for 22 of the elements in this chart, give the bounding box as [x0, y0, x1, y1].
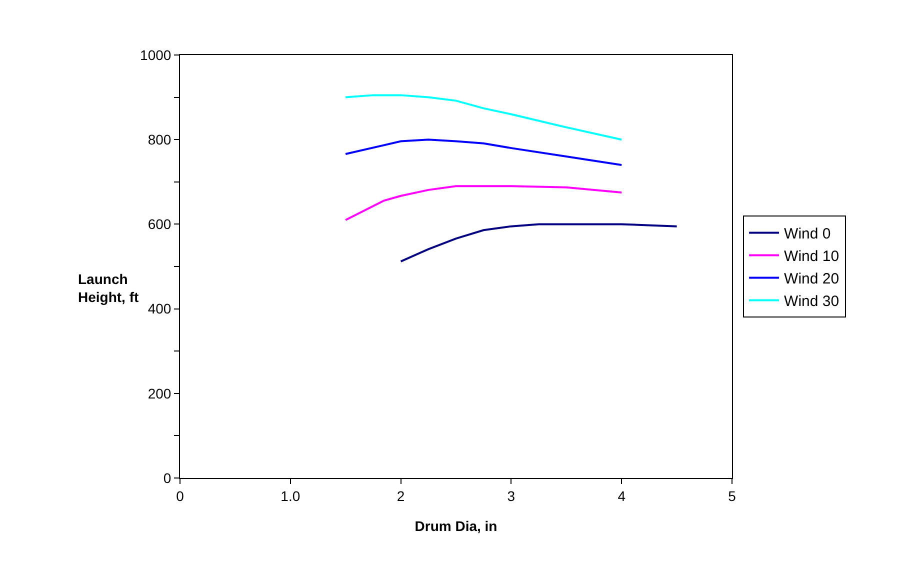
legend-label: Wind 20 — [784, 270, 840, 288]
line-series — [344, 185, 623, 221]
line-series — [344, 138, 623, 166]
legend-label: Wind 0 — [784, 226, 831, 243]
x-tick-label: 1.0 — [280, 488, 300, 504]
legend-label: Wind 10 — [784, 248, 840, 266]
x-tick-label: 3 — [507, 488, 516, 504]
x-axis-title: Drum Dia, in — [414, 518, 498, 534]
line-series — [400, 223, 678, 262]
y-tick-label: 600 — [148, 216, 172, 232]
x-tick-label: 5 — [728, 488, 736, 504]
y-tick-label: 0 — [163, 470, 172, 486]
y-tick-label: 200 — [148, 385, 172, 402]
y-tick-label: 800 — [148, 132, 172, 148]
y-axis-title: Launch Height, ft — [78, 271, 139, 306]
y-tick-label: 400 — [148, 300, 172, 317]
x-tick-label: 0 — [176, 488, 184, 504]
y-tick-label: 1000 — [140, 46, 172, 63]
line-series — [344, 94, 623, 141]
x-tick-label: 4 — [618, 488, 626, 504]
legend-label: Wind 30 — [784, 293, 840, 310]
x-tick-label: 2 — [396, 488, 405, 504]
